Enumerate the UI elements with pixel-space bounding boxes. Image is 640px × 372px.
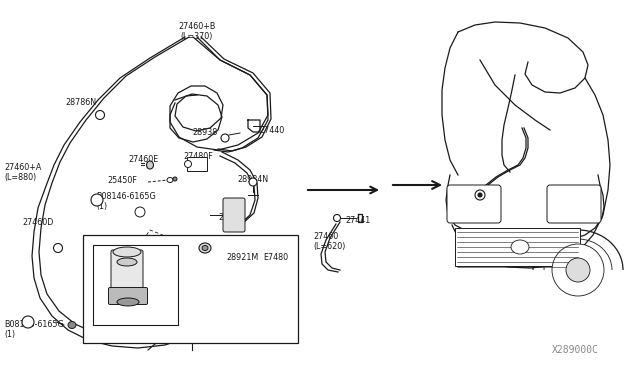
Text: 28921MA: 28921MA <box>103 272 141 281</box>
Ellipse shape <box>202 246 208 250</box>
Ellipse shape <box>147 161 154 169</box>
Text: 27485: 27485 <box>144 298 170 307</box>
FancyBboxPatch shape <box>93 245 178 325</box>
Ellipse shape <box>54 244 63 253</box>
Ellipse shape <box>68 321 76 328</box>
Ellipse shape <box>95 110 104 119</box>
Text: 27460+A
(L=880): 27460+A (L=880) <box>4 163 42 182</box>
Circle shape <box>566 258 590 282</box>
FancyBboxPatch shape <box>83 235 298 343</box>
Ellipse shape <box>117 258 137 266</box>
Text: 25450F: 25450F <box>107 176 137 185</box>
FancyBboxPatch shape <box>111 250 143 299</box>
Ellipse shape <box>167 177 173 183</box>
FancyBboxPatch shape <box>109 288 147 305</box>
FancyBboxPatch shape <box>223 198 245 232</box>
Text: 27441: 27441 <box>345 216 371 225</box>
Circle shape <box>22 316 34 328</box>
Text: 28786N: 28786N <box>65 98 96 107</box>
Text: B08146-6165G
(1): B08146-6165G (1) <box>96 192 156 211</box>
Ellipse shape <box>199 243 211 253</box>
Ellipse shape <box>511 240 529 254</box>
Text: 28984N: 28984N <box>237 175 268 184</box>
Text: 27460
(L=620): 27460 (L=620) <box>313 232 346 251</box>
Text: 27460D: 27460D <box>22 218 53 227</box>
FancyBboxPatch shape <box>455 228 580 266</box>
FancyBboxPatch shape <box>187 157 207 171</box>
Text: 28921M: 28921M <box>226 253 259 262</box>
Ellipse shape <box>249 178 257 186</box>
Circle shape <box>475 190 485 200</box>
Ellipse shape <box>173 177 177 181</box>
Text: 27460+B
(L=370): 27460+B (L=370) <box>179 22 216 41</box>
Ellipse shape <box>117 298 139 306</box>
Circle shape <box>552 244 604 296</box>
Text: 27480F: 27480F <box>183 152 212 161</box>
FancyBboxPatch shape <box>447 185 501 223</box>
Ellipse shape <box>113 247 141 257</box>
Text: E7480: E7480 <box>263 253 288 262</box>
Text: 28938: 28938 <box>192 128 217 137</box>
Text: 27460E: 27460E <box>128 155 158 164</box>
Text: 28916: 28916 <box>218 213 243 222</box>
Text: X289000C: X289000C <box>552 345 598 355</box>
Ellipse shape <box>184 160 191 167</box>
Ellipse shape <box>221 134 229 142</box>
Text: B: B <box>95 198 99 202</box>
Text: B: B <box>26 320 31 324</box>
Text: B08146-6165G
(1): B08146-6165G (1) <box>4 320 64 339</box>
FancyBboxPatch shape <box>547 185 601 223</box>
Circle shape <box>135 207 145 217</box>
Circle shape <box>478 193 482 197</box>
Ellipse shape <box>333 215 340 221</box>
Circle shape <box>91 194 103 206</box>
Text: 27440: 27440 <box>259 126 284 135</box>
